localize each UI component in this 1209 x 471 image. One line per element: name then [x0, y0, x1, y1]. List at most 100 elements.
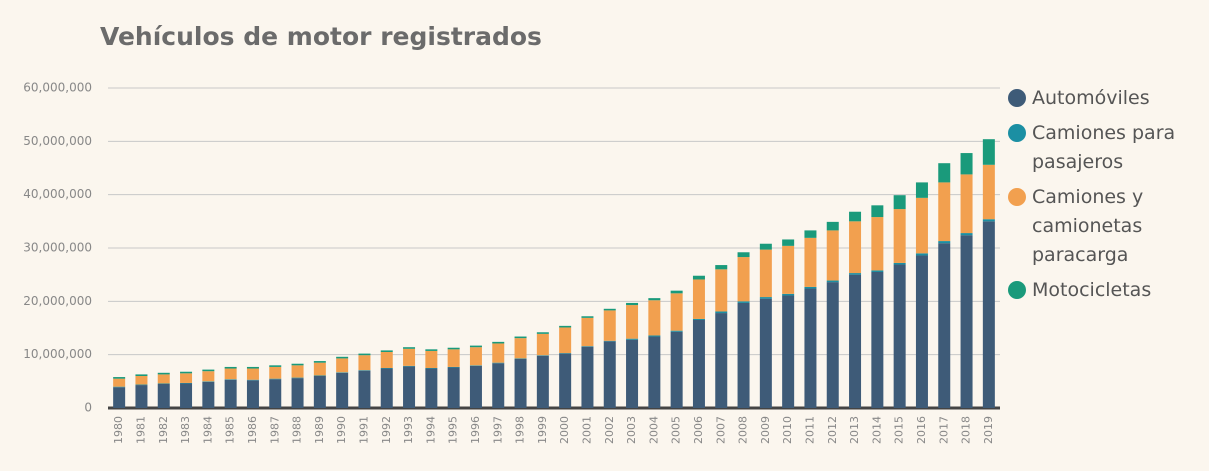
- bar-segment: [336, 372, 349, 373]
- x-tick-label: 1981: [134, 416, 147, 444]
- bar-segment: [849, 274, 862, 408]
- bar-segment: [826, 230, 839, 281]
- x-tick-label: 1993: [402, 416, 415, 444]
- bar-segment: [938, 243, 951, 408]
- bar-segment: [715, 313, 728, 408]
- bar-segment: [492, 341, 505, 344]
- x-tick-label: 2012: [826, 416, 839, 444]
- bar-segment: [336, 372, 349, 408]
- bar-segment: [180, 383, 193, 408]
- x-tick-label: 2015: [893, 416, 906, 444]
- bar-segment: [269, 366, 282, 379]
- y-tick-label: 20,000,000: [23, 294, 92, 308]
- bar-segment: [157, 374, 170, 384]
- bar-segment: [469, 345, 482, 348]
- bar-segment: [425, 368, 438, 369]
- bar-segment: [915, 255, 928, 408]
- legend-item: Camiones y camionetas paracarga: [1008, 183, 1198, 270]
- x-tick-label: 1980: [112, 416, 125, 444]
- bar-segment: [113, 387, 126, 408]
- bar-segment: [559, 353, 572, 408]
- bar-segment: [804, 288, 817, 408]
- x-tick-label: 2019: [982, 416, 995, 444]
- x-tick-label: 2006: [692, 416, 705, 444]
- x-tick-label: 2008: [737, 416, 750, 444]
- bar-segment: [492, 363, 505, 408]
- x-tick-label: 2005: [670, 416, 683, 444]
- x-tick-label: 1987: [268, 416, 281, 444]
- bar-segment: [804, 237, 817, 287]
- y-tick-label: 40,000,000: [23, 187, 92, 201]
- x-tick-label: 1982: [157, 416, 170, 444]
- y-tick-label: 30,000,000: [23, 241, 92, 255]
- bar-segment: [826, 221, 839, 231]
- bar-segment: [157, 383, 170, 384]
- legend-label: Camiones para pasajeros: [1032, 122, 1176, 173]
- bar-segment: [559, 327, 572, 354]
- bar-segment: [692, 318, 705, 320]
- bar-segment: [960, 233, 973, 236]
- x-tick-label: 1996: [469, 416, 482, 444]
- bar-segment: [849, 211, 862, 222]
- legend-swatch: [1008, 281, 1026, 299]
- bar-segment: [982, 164, 995, 220]
- bar-segment: [380, 368, 393, 408]
- bar-segment: [670, 331, 683, 408]
- x-tick-label: 2003: [625, 416, 638, 444]
- bar-segment: [648, 335, 661, 337]
- bar-segment: [514, 338, 527, 359]
- bar-segment: [893, 264, 906, 408]
- bar-segment: [670, 293, 683, 331]
- bar-segment: [715, 311, 728, 314]
- bar-segment: [469, 365, 482, 408]
- bar-segment: [157, 372, 170, 375]
- bar-segment: [269, 379, 282, 408]
- bar-segment: [403, 366, 416, 408]
- bar-segment: [648, 298, 661, 301]
- bar-segment: [202, 371, 215, 382]
- x-tick-label: 1988: [291, 416, 304, 444]
- bar-segment: [380, 352, 393, 368]
- bar-segment: [358, 353, 371, 356]
- bar-segment: [492, 343, 505, 363]
- bar-segment: [626, 305, 639, 339]
- y-tick-label: 0: [84, 401, 92, 415]
- x-tick-label: 2016: [915, 416, 928, 444]
- bar-segment: [871, 272, 884, 408]
- bar-segment: [202, 381, 215, 408]
- bar-segment: [893, 209, 906, 263]
- bar-segment: [536, 333, 549, 356]
- bar-segment: [849, 221, 862, 274]
- bar-segment: [871, 217, 884, 271]
- x-tick-label: 2010: [781, 416, 794, 444]
- bar-segment: [358, 370, 371, 408]
- legend-label: Camiones y camionetas paracarga: [1032, 186, 1144, 266]
- x-tick-label: 1984: [201, 416, 214, 444]
- legend-label: Motocicletas: [1032, 279, 1152, 301]
- bar-segment: [581, 317, 594, 347]
- bar-segment: [692, 275, 705, 280]
- bar-segment: [782, 245, 795, 294]
- bar-segment: [380, 350, 393, 352]
- legend-item: Motocicletas: [1008, 276, 1198, 305]
- bar-segment: [246, 366, 259, 369]
- x-tick-label: 2001: [580, 416, 593, 444]
- bar-segment: [224, 379, 237, 408]
- bar-segment: [804, 230, 817, 238]
- bar-segment: [692, 279, 705, 319]
- x-tick-label: 2000: [558, 416, 571, 444]
- bar-segment: [715, 265, 728, 270]
- bar-segment: [960, 235, 973, 408]
- bar-segment: [269, 378, 282, 380]
- legend-swatch: [1008, 89, 1026, 107]
- bar-segment: [982, 219, 995, 222]
- bar-segment: [313, 375, 326, 376]
- bar-segment: [982, 221, 995, 408]
- bar-segment: [581, 346, 594, 408]
- bar-segment: [514, 358, 527, 408]
- x-tick-label: 2011: [803, 416, 816, 444]
- bar-segment: [536, 355, 549, 408]
- bar-segment: [113, 378, 126, 387]
- bar-segment: [291, 363, 304, 366]
